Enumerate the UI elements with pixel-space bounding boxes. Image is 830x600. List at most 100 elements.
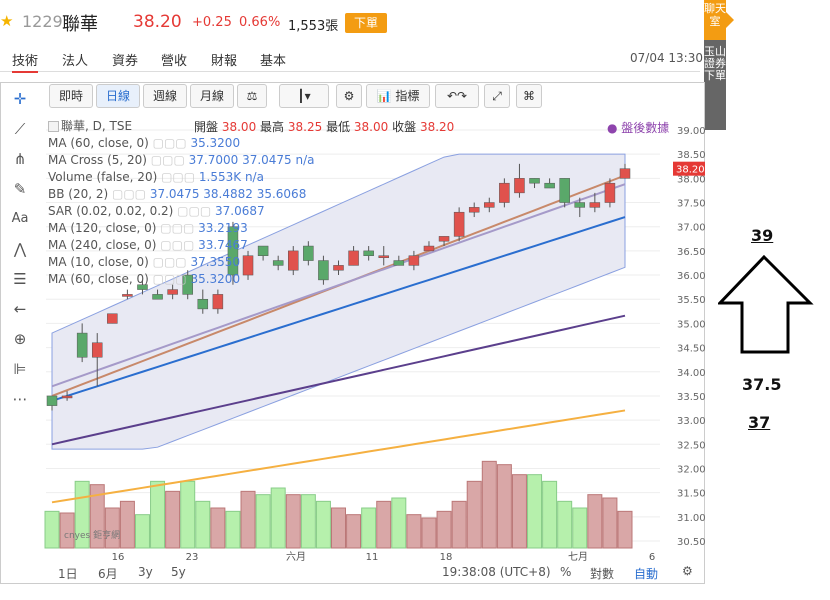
percent-toggle[interactable]: % xyxy=(560,565,572,579)
tab-financials[interactable]: 財報 xyxy=(211,54,238,69)
legend-row: MA (60, close, 0) ▢▢▢ 35.3200 xyxy=(48,135,315,152)
legend-row: MA Cross (5, 20) ▢▢▢ 37.7000 37.0475 n/a xyxy=(48,152,315,169)
target-label-top: 39 xyxy=(751,226,774,245)
price-change: +0.25 xyxy=(192,15,232,30)
legend-row-value: 1.553K n/a xyxy=(198,170,264,184)
legend-symbol-row: 聯華, D, TSE xyxy=(48,118,132,135)
low-value: 38.00 xyxy=(353,120,389,134)
brush-icon[interactable]: ✎ xyxy=(13,180,27,198)
timestamp: 07/04 13:30 xyxy=(630,51,703,65)
open-value: 38.00 xyxy=(221,120,257,134)
section-tabs: 技術 法人 資券 營收 財報 基本 xyxy=(0,48,700,73)
legend-row-value: 37.0687 xyxy=(215,204,265,218)
more-icon[interactable]: ⋯ xyxy=(12,390,28,408)
symbol-label: 聯華, D, TSE xyxy=(61,119,133,133)
side-panel: 聊天室 玉山證券下單 xyxy=(704,0,734,130)
measure-icon[interactable]: ⊫ xyxy=(13,360,27,378)
chart-settings-icon[interactable]: ⚙ xyxy=(682,564,693,578)
tab-margin[interactable]: 資券 xyxy=(112,54,139,69)
legend-row-controls[interactable]: ▢▢▢ xyxy=(160,221,199,235)
legend-row-label: MA (240, close, 0) xyxy=(48,238,161,252)
intraday-button[interactable]: 即時 xyxy=(49,84,93,108)
log-toggle[interactable]: 對數 xyxy=(590,567,615,581)
quote-header: ★ 1229 聯華 38.20 +0.25 0.66% 1,553張 下單 xyxy=(0,0,700,44)
collapse-icon[interactable] xyxy=(48,121,59,132)
volume: 1,553張 xyxy=(288,19,339,34)
favorite-star-icon[interactable]: ★ xyxy=(0,12,14,30)
close-value: 38.20 xyxy=(419,120,455,134)
indicators-label: 指標 xyxy=(395,89,420,103)
indicators-button[interactable]: 📊 指標 xyxy=(366,84,430,108)
tab-institutional[interactable]: 法人 xyxy=(62,54,89,69)
candle-type-icon[interactable]: ┃▾ xyxy=(279,84,329,108)
range-1d[interactable]: 1日 xyxy=(58,567,78,581)
legend-row-value: 37.3550 xyxy=(190,255,241,269)
close-label: 收盤 xyxy=(392,120,417,134)
after-hours-link[interactable]: ● 盤後數據 xyxy=(607,121,670,135)
target-label-bottom: 37 xyxy=(748,413,771,432)
pattern-icon[interactable]: ⋀ xyxy=(13,240,27,258)
legend-row-controls[interactable]: ▢▢▢ xyxy=(152,272,191,286)
fibonacci-icon[interactable]: ☰ xyxy=(13,270,27,288)
legend-row-label: SAR (0.02, 0.02, 0.2) xyxy=(48,204,178,218)
fullscreen-icon[interactable]: ⤢ xyxy=(484,84,510,108)
legend-row-controls[interactable]: ▢▢▢ xyxy=(177,204,215,218)
legend-row: MA (240, close, 0) ▢▢▢ 33.7467 xyxy=(48,237,315,254)
legend-row-controls[interactable]: ▢▢▢ xyxy=(152,255,191,269)
indicator-rows: MA (60, close, 0) ▢▢▢ 35.3200 MA Cross (5… xyxy=(48,135,315,288)
range-bar: 1日 6月 3y 5y 19:38:08 (UTC+8) % 對數 自動 ⚙ xyxy=(44,562,704,582)
trendline-icon[interactable]: ⟋ xyxy=(14,120,26,138)
legend-row-value: 35.3200 xyxy=(190,272,241,286)
settings-gear-icon[interactable]: ⚙ xyxy=(336,84,362,108)
undo-redo-icon[interactable]: ↶↷ xyxy=(435,84,479,108)
legend-row-controls[interactable]: ▢▢▢ xyxy=(150,153,189,167)
stock-price: 38.20 xyxy=(133,12,182,32)
legend-row-value: 35.3200 xyxy=(190,136,241,150)
legend-row: SAR (0.02, 0.02, 0.2) ▢▢▢ 37.0687 xyxy=(48,203,315,220)
legend-row-value: 33.2193 xyxy=(198,221,248,235)
legend-row-value: 37.0475 38.4882 35.6068 xyxy=(149,187,307,201)
monthly-button[interactable]: 月線 xyxy=(190,84,234,108)
daily-button[interactable]: 日線 xyxy=(96,84,140,108)
legend-row-label: Volume (false, 20) xyxy=(48,170,162,184)
high-label: 最高 xyxy=(260,120,285,134)
stock-code: 1229 xyxy=(22,12,63,31)
open-label: 開盤 xyxy=(194,120,219,134)
watermark: cnyes 鉅亨網 xyxy=(64,531,121,541)
arrow-left-icon[interactable]: ← xyxy=(13,300,27,318)
target-label-mid: 37.5 xyxy=(742,375,782,394)
text-icon[interactable]: Aa xyxy=(11,211,29,226)
drawing-toolbar: ✛ ⟋ ⋔ ✎ Aa ⋀ ☰ ← ⊕ ⊫ ⋯ xyxy=(2,84,38,414)
legend-row-controls[interactable]: ▢▢▢ xyxy=(161,170,199,184)
up-arrow-annotation xyxy=(718,255,814,354)
high-value: 38.25 xyxy=(287,120,323,134)
legend-row-controls[interactable]: ▢▢▢ xyxy=(152,136,191,150)
tab-basics[interactable]: 基本 xyxy=(260,54,287,69)
legend-row: Volume (false, 20) ▢▢▢ 1.553K n/a xyxy=(48,169,315,186)
zoom-icon[interactable]: ⊕ xyxy=(13,330,27,348)
low-label: 最低 xyxy=(326,120,351,134)
chatroom-button[interactable]: 聊天室 xyxy=(704,0,726,40)
legend-row-label: MA (10, close, 0) xyxy=(48,255,153,269)
range-3y[interactable]: 3y xyxy=(138,565,153,579)
auto-toggle[interactable]: 自動 xyxy=(634,567,659,581)
weekly-button[interactable]: 週線 xyxy=(143,84,187,108)
tab-revenue[interactable]: 營收 xyxy=(161,54,188,69)
indicator-legend: 聯華, D, TSE xyxy=(48,118,132,135)
scale-icon[interactable]: ⚖ xyxy=(237,84,267,108)
legend-row: MA (60, close, 0) ▢▢▢ 35.3200 xyxy=(48,271,315,288)
camera-icon[interactable]: ⌘ xyxy=(516,84,542,108)
fork-icon[interactable]: ⋔ xyxy=(13,150,27,168)
range-6m[interactable]: 6月 xyxy=(98,567,118,581)
legend-row-controls[interactable]: ▢▢▢ xyxy=(160,238,199,252)
legend-row-label: MA (120, close, 0) xyxy=(48,221,161,235)
crosshair-icon[interactable]: ✛ xyxy=(13,90,27,108)
order-button[interactable]: 下單 xyxy=(345,13,387,33)
legend-row-label: MA (60, close, 0) xyxy=(48,272,153,286)
legend-row: MA (10, close, 0) ▢▢▢ 37.3550 xyxy=(48,254,315,271)
legend-row: BB (20, 2) ▢▢▢ 37.0475 38.4882 35.6068 xyxy=(48,186,315,203)
broker-order-link[interactable]: 玉山證券下單 xyxy=(704,45,726,82)
range-5y[interactable]: 5y xyxy=(171,565,186,579)
tab-technical[interactable]: 技術 xyxy=(12,50,39,73)
legend-row-controls[interactable]: ▢▢▢ xyxy=(112,187,150,201)
